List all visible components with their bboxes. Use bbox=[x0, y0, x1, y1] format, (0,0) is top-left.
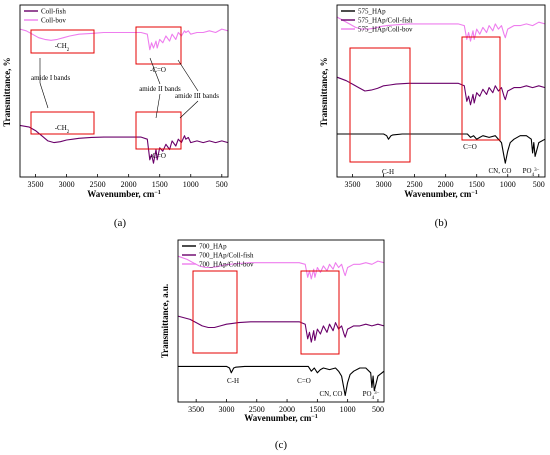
panel-b-x-tick-label-6: 500 bbox=[533, 180, 545, 189]
panel-b-series-1 bbox=[336, 76, 546, 106]
panel-b-box-ch bbox=[349, 47, 411, 163]
panel-c-label-ch: C-H bbox=[227, 377, 239, 385]
panel-c-x-tick-label-1: 3000 bbox=[218, 405, 234, 414]
panel-a-box-co-bottom bbox=[135, 111, 182, 150]
panel-b-x-tick-label-1: 3000 bbox=[376, 180, 392, 189]
panel-c-x-tick-label-2: 2500 bbox=[249, 405, 265, 414]
panel-a-arrow-amide-i-down bbox=[39, 82, 49, 109]
panel-b-x-ticks: 3500 3000 2500 2000 1500 1000 500 bbox=[345, 174, 545, 189]
panel-a-label-amide-i: amide I bands bbox=[31, 74, 71, 82]
panel-b-label-co: C=O bbox=[463, 143, 477, 151]
panel-c: 3500 3000 2500 2000 1500 1000 500 Transmittanc… bbox=[160, 239, 385, 451]
panel-a-x-tick-label-5: 1000 bbox=[183, 180, 199, 189]
panel-b-series-2 bbox=[336, 16, 546, 42]
panel-b-box-co bbox=[461, 36, 501, 141]
panel-c-series-2 bbox=[177, 255, 385, 280]
panel-b-x-tick-label-2: 2500 bbox=[407, 180, 423, 189]
panel-a-arrow-amide-iii-up bbox=[177, 59, 199, 92]
panel-a-arrow-amide-ii-down bbox=[155, 93, 161, 119]
panel-a-xlabel: Wavenumber, cm−1 bbox=[87, 189, 161, 199]
panel-c-x-tick-label-3: 2000 bbox=[279, 405, 295, 414]
panel-a-legend-label-0: Coll-fish bbox=[41, 8, 66, 16]
panel-a-arrow-amide-iii-down bbox=[179, 100, 199, 119]
panel-b-label-po4: PO43− bbox=[523, 167, 540, 178]
panel-c-plot-area bbox=[177, 255, 385, 397]
panel-b-xlabel: Wavenumber, cm−1 bbox=[404, 189, 478, 199]
panel-a-caption: (a) bbox=[114, 217, 127, 229]
panel-a-series-0 bbox=[19, 124, 229, 164]
panel-b-label-cn-co: CN, CO bbox=[489, 167, 512, 175]
panel-c-box-co bbox=[300, 270, 340, 355]
panel-a-x-tick-label-1: 3000 bbox=[59, 180, 75, 189]
panel-a-label-ch-bottom: -CH2 bbox=[55, 124, 70, 135]
panel-c-x-tick-label-0: 3500 bbox=[188, 405, 204, 414]
panel-b-legend-label-1: 575_HAp/Coll-fish bbox=[358, 17, 413, 25]
panel-c-axes-frame bbox=[177, 239, 385, 403]
panel-c-x-tick-label-4: 1500 bbox=[309, 405, 325, 414]
panel-c-label-po4: PO43− bbox=[363, 390, 380, 401]
panel-c-legend-label-1: 700_HAp/Coll-fish bbox=[199, 252, 254, 260]
panel-b-legend-label-2: 575_HAp/Coll-bov bbox=[358, 26, 413, 34]
panel-a-x-tick-label-4: 1500 bbox=[152, 180, 168, 189]
panel-a-x-tick-label-0: 3500 bbox=[28, 180, 44, 189]
panel-a-label-amide-iii: amide III bands bbox=[175, 92, 219, 100]
panel-b-x-tick-label-5: 1000 bbox=[500, 180, 516, 189]
panel-a-x-ticks: 3500 3000 2500 2000 1500 1000 500 bbox=[28, 174, 228, 189]
panel-b-plot-area bbox=[336, 16, 546, 164]
panel-a-label-co-top: -C=O bbox=[150, 66, 166, 74]
panel-b-x-tick-label-4: 1500 bbox=[469, 180, 485, 189]
panel-c-label-co: C=O bbox=[297, 377, 311, 385]
panel-c-box-ch bbox=[192, 270, 238, 354]
panel-b-axes-frame bbox=[336, 4, 546, 178]
panel-a-arrow-amide-ii-up bbox=[149, 57, 161, 85]
panel-c-series-1 bbox=[177, 315, 385, 343]
panel-a-ylabel: Transmittance, % bbox=[2, 57, 12, 126]
panel-a-label-amide-ii: amide II bands bbox=[139, 85, 181, 93]
panel-a-x-tick-label-3: 2000 bbox=[121, 180, 137, 189]
panel-b-label-ch: C-H bbox=[382, 168, 394, 176]
panel-c-x-tick-label-5: 1000 bbox=[340, 405, 356, 414]
panel-b-legend-label-0: 575_HAp bbox=[358, 8, 386, 16]
panel-c-legend-label-0: 700_HAp bbox=[199, 243, 227, 251]
panel-b-x-tick-label-3: 2000 bbox=[438, 180, 454, 189]
panel-c-xlabel: Wavenumber, cm−1 bbox=[244, 413, 318, 423]
panel-b: 3500 3000 2500 2000 1500 1000 500 Transmittanc… bbox=[319, 4, 546, 229]
panel-c-label-cn-co: CN, CO bbox=[320, 390, 343, 398]
panel-c-x-tick-label-6: 500 bbox=[372, 405, 384, 414]
panel-c-x-ticks: 3500 3000 2500 2000 1500 1000 500 bbox=[188, 399, 384, 414]
panel-c-legend-label-2: 700_HAp/Coll-bov bbox=[199, 261, 254, 269]
panel-a-legend-label-1: Coll-bov bbox=[41, 17, 66, 25]
panel-b-ylabel: Transmittance, % bbox=[319, 57, 329, 126]
panel-a-x-tick-label-2: 2500 bbox=[90, 180, 106, 189]
panel-a-box-ch-top bbox=[30, 29, 95, 54]
panel-a: 3500 3000 2500 2000 1500 1000 500 Transmittanc… bbox=[2, 4, 229, 229]
panel-c-caption: (c) bbox=[275, 439, 288, 451]
panel-a-series-1 bbox=[19, 28, 229, 51]
panel-b-series-0 bbox=[337, 133, 546, 164]
panel-a-label-ch-top: -CH2 bbox=[55, 42, 70, 53]
panel-a-box-ch-bottom bbox=[30, 111, 95, 135]
panel-a-x-tick-label-6: 500 bbox=[216, 180, 228, 189]
panel-a-box-co-top bbox=[135, 26, 182, 65]
panel-c-series-0 bbox=[178, 365, 385, 397]
panel-c-ylabel: Transmittance, a.u. bbox=[160, 284, 170, 358]
panel-a-axes-frame bbox=[19, 4, 229, 178]
panel-b-x-tick-label-0: 3500 bbox=[345, 180, 361, 189]
panel-b-caption: (b) bbox=[435, 217, 448, 229]
panel-a-label-co-bottom: -C=O bbox=[150, 152, 166, 160]
